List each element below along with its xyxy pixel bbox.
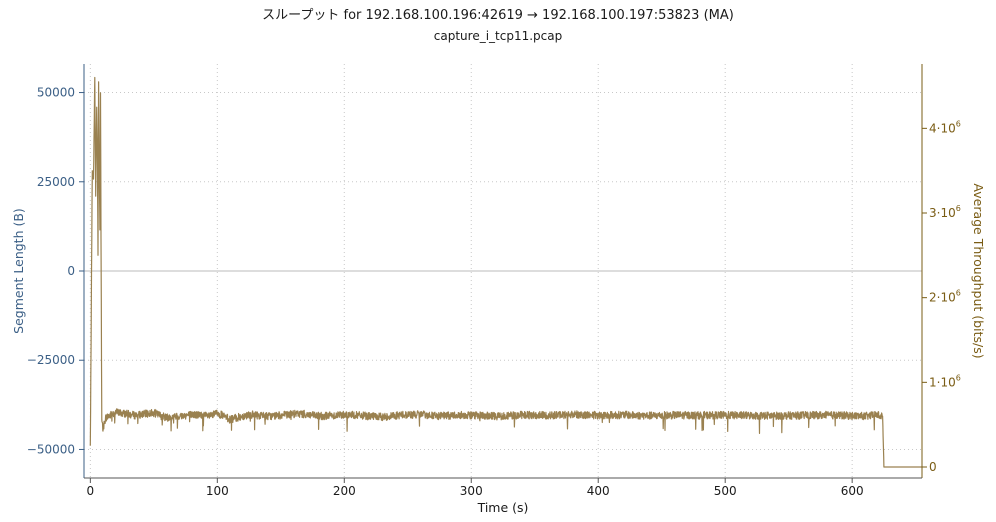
x-tick-label: 200 [333,484,356,498]
y-left-tick-label: 0 [67,264,75,278]
y-right-tick-label: 0 [929,460,937,474]
x-tick-label: 300 [460,484,483,498]
x-tick-label: 100 [206,484,229,498]
tick-labels: 0 100 200 300 400 500 600 50000 25000 0 −25000 −500… [27,86,961,498]
throughput-series-line [89,76,923,468]
y-right-tick-label: 4·106 [929,119,961,135]
y-right-tick-label: 3·106 [929,204,961,220]
x-tick-label: 600 [841,484,864,498]
y-left-tick-label: 50000 [37,86,75,100]
series-layer [89,76,923,468]
y-right-tick-label: 1·106 [929,373,961,389]
x-tick-label: 400 [587,484,610,498]
y-left-tick-label: −50000 [27,442,75,456]
x-tick-label: 0 [87,484,95,498]
y-axis-right-label: Average Throughput (bits/s) [971,183,986,358]
chart-subtitle: capture_i_tcp11.pcap [433,29,563,43]
chart-title: スループット for 192.168.100.196:42619 → 192.1… [262,8,734,23]
x-axis-label: Time (s) [477,500,529,515]
y-axis-left-label: Segment Length (B) [11,208,26,334]
y-right-tick-label: 2·106 [929,289,961,305]
axes [79,64,927,483]
y-left-tick-label: −25000 [27,353,75,367]
x-tick-label: 500 [714,484,737,498]
y-left-tick-label: 25000 [37,175,75,189]
